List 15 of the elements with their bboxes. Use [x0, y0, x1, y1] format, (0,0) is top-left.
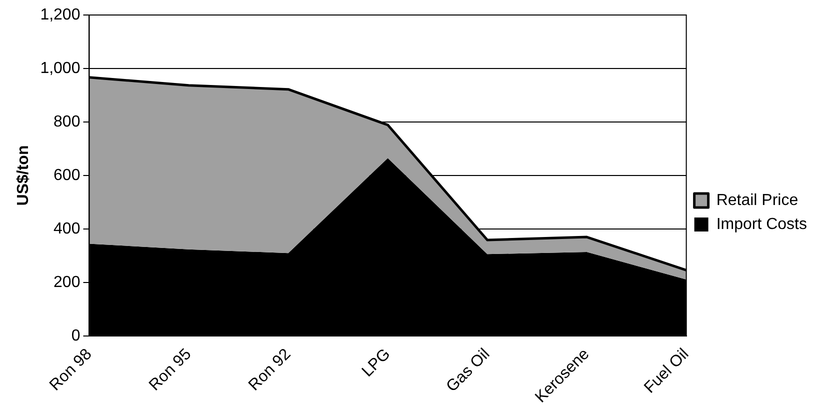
x-tick-label: Ron 92	[246, 346, 294, 394]
y-axis-title: US$/ton	[15, 145, 32, 206]
y-tick-label: 800	[54, 113, 80, 130]
y-tick-label: 0	[71, 327, 80, 344]
x-tick-label: Ron 98	[46, 346, 96, 394]
legend-label: Retail Price	[716, 192, 798, 209]
x-tick-label: Gas Oil	[443, 346, 494, 396]
y-tick-label: 1,000	[40, 60, 80, 77]
x-tick-label: LPG	[359, 346, 394, 380]
y-tick-label: 200	[54, 274, 80, 291]
y-tick-label: 400	[54, 220, 80, 238]
legend-label: Import Costs	[716, 216, 807, 233]
y-tick-label: 600	[54, 166, 80, 184]
x-tick-label: Ron 95	[146, 346, 195, 394]
y-tick-label: 1,200	[40, 6, 80, 24]
